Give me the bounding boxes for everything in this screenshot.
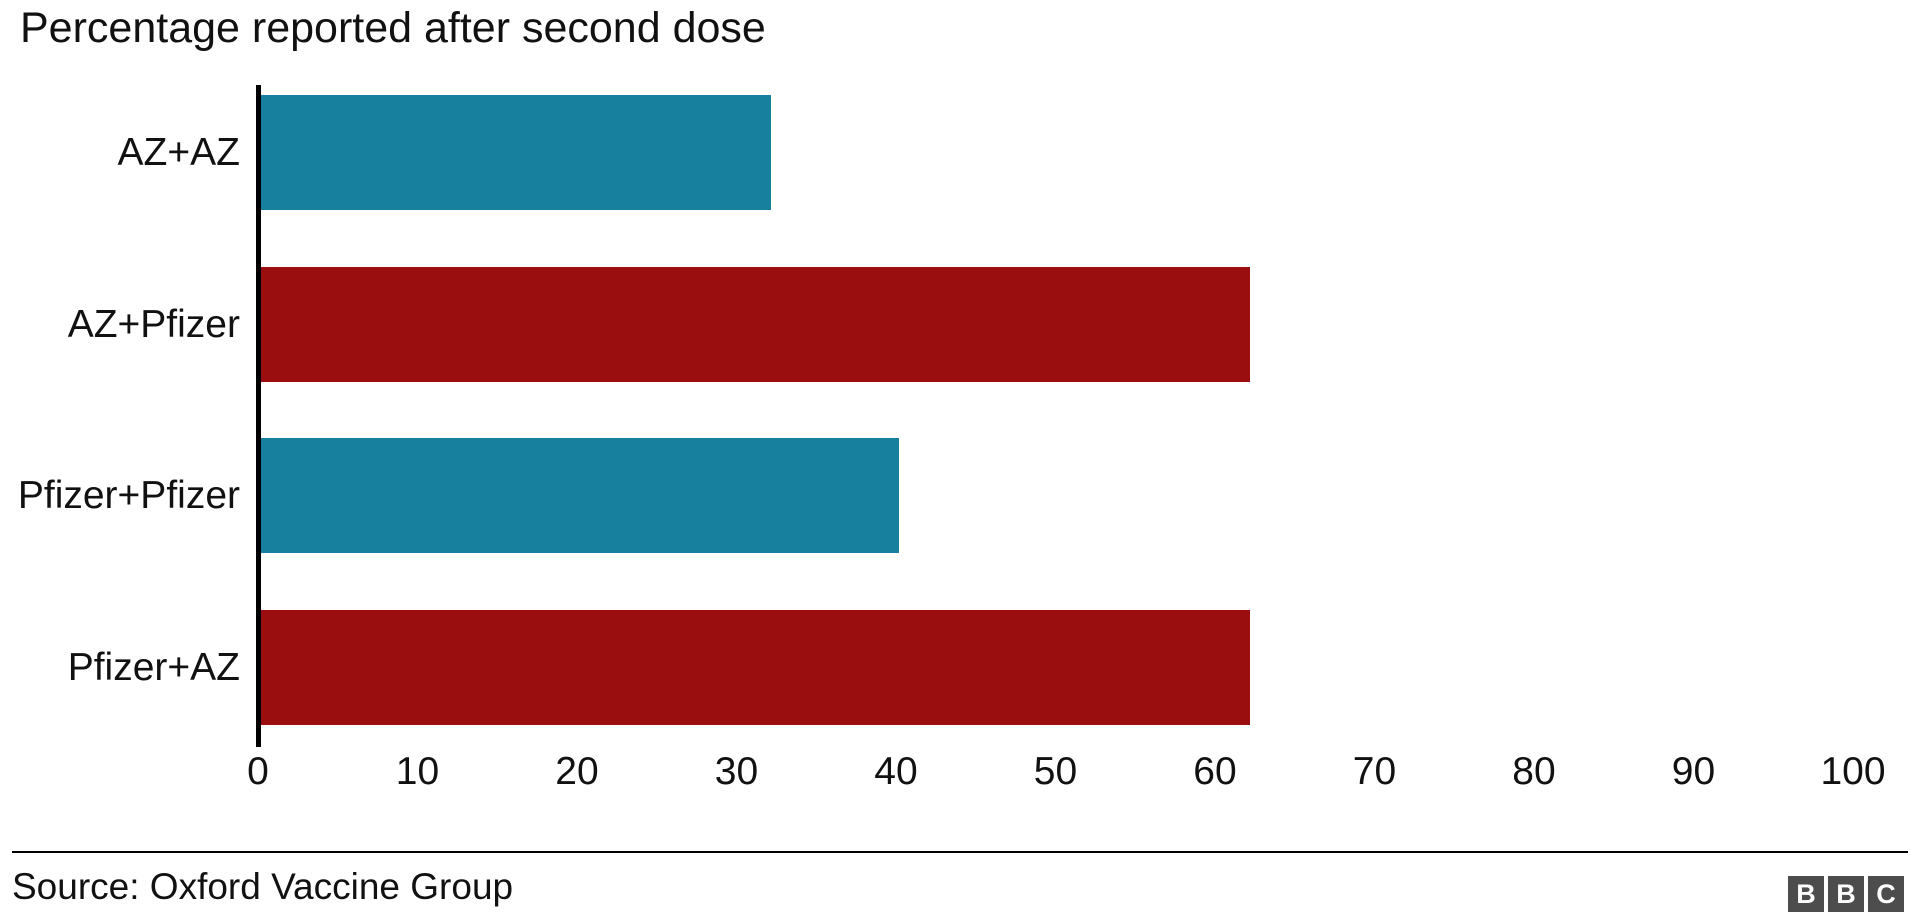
- x-axis: 0 10 20 30 40 50 60 70 80 90 100: [0, 750, 1920, 806]
- x-tick-label: 50: [1033, 750, 1078, 793]
- bbc-logo-block: B: [1788, 876, 1824, 912]
- bar: [261, 266, 1250, 382]
- bar-row-az-az: AZ+AZ: [0, 95, 1920, 210]
- bar-row-pfizer-pfizer: Pfizer+Pfizer: [0, 438, 1920, 553]
- x-tick-label: 80: [1512, 750, 1556, 793]
- x-tick-label: 60: [1193, 750, 1237, 793]
- bar-row-az-pfizer: AZ+Pfizer: [0, 266, 1920, 382]
- plot-area: AZ+AZ AZ+Pfizer Pfizer+Pfizer Pfizer+AZ: [0, 85, 1920, 748]
- bar: [261, 438, 899, 553]
- bbc-logo-block: C: [1868, 876, 1904, 912]
- category-label: AZ+AZ: [117, 131, 240, 174]
- x-tick-label: 40: [874, 750, 918, 793]
- chart-title: Percentage reported after second dose: [20, 4, 766, 52]
- category-label: Pfizer+Pfizer: [17, 474, 240, 517]
- bar-row-pfizer-az: Pfizer+AZ: [0, 609, 1920, 725]
- bar: [261, 95, 772, 210]
- bar: [261, 609, 1250, 725]
- x-tick-label: 100: [1820, 750, 1886, 793]
- x-tick-label: 20: [555, 750, 599, 793]
- x-tick-label: 10: [395, 750, 440, 793]
- source-caption: Source: Oxford Vaccine Group: [12, 866, 514, 907]
- x-tick-label: 90: [1671, 750, 1716, 793]
- category-label: Pfizer+AZ: [67, 645, 240, 689]
- category-label: AZ+Pfizer: [67, 302, 240, 346]
- x-tick-label: 70: [1352, 750, 1397, 793]
- bbc-logo-block: B: [1828, 876, 1864, 912]
- y-axis-line: [256, 85, 261, 747]
- x-tick-label: 0: [247, 750, 269, 793]
- footer-divider: [12, 851, 1908, 853]
- x-tick-label: 30: [714, 750, 759, 793]
